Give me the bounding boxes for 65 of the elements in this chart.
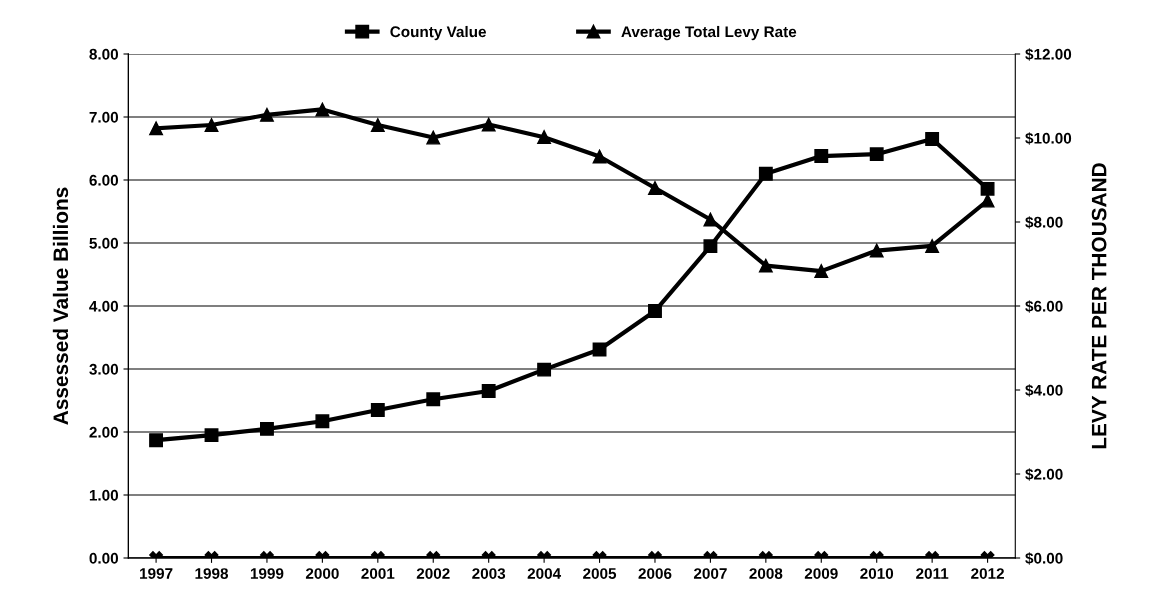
y2-tick-label: $2.00 [1025,468,1063,481]
point [426,130,441,145]
point [204,118,219,132]
point [481,384,496,398]
point [980,193,995,208]
y2-tick-label: $6.00 [1025,300,1063,313]
point [925,238,940,253]
x-tick-label: 2004 [527,568,562,579]
y2-tick-label: $12.00 [1025,48,1072,61]
x-tick-label: 1997 [140,568,173,579]
y2-tick-label: $4.00 [1025,384,1063,397]
y-tick-label: 2.00 [89,426,119,438]
point [869,147,884,162]
point [260,421,274,436]
y-tick-label: 4.00 [89,300,119,312]
point [758,258,773,273]
y-tick-label: 5.00 [89,237,119,249]
point [481,117,496,132]
x-tick-label: 2002 [416,568,450,579]
point [537,130,552,145]
y2-tick-label: $8.00 [1025,216,1063,229]
x-tick-label: 2005 [583,568,617,579]
point [149,121,164,136]
point [260,107,274,122]
x-tick-label: 2010 [860,568,894,579]
y-tick-label: 1.00 [89,489,119,501]
y-tick-label: 8.00 [89,48,119,60]
y-tick-label: 0.00 [89,552,119,564]
y-tick-label: 3.00 [89,363,119,375]
y-tick-label: 6.00 [89,174,119,186]
x-tick-label: 2003 [472,568,506,579]
legend-label: County Value [390,25,486,41]
y2-axis-title: LEVY RATE PER THOUSAND [1091,163,1107,449]
x-tick-label: 2001 [361,568,395,579]
x-tick-label: 1999 [250,568,284,579]
point [703,212,718,227]
point [703,239,718,254]
point [426,392,441,407]
x-tick-label: 2009 [804,568,838,579]
x-tick-label: 2012 [971,568,1004,579]
point [370,118,385,132]
point [648,181,662,195]
x-tick-label: 2008 [749,568,783,579]
y2-tick-label: $10.00 [1025,132,1072,145]
point [592,149,607,164]
y-tick-label: 7.00 [89,111,119,123]
x-tick-label: 2000 [305,568,339,579]
point [814,264,829,279]
point [925,132,940,146]
point [370,403,385,417]
x-tick-label: 1998 [195,568,229,579]
point [315,102,330,117]
point [315,414,330,429]
point [537,362,552,377]
point [980,181,995,196]
y-axis-title: Assessed Value Billions [52,187,69,425]
point [814,149,829,164]
legend-label: Average Total Levy Rate [621,25,797,41]
point [758,166,773,181]
point [648,304,662,318]
x-tick-label: 2007 [693,568,727,579]
y2-tick-label: $0.00 [1025,552,1063,565]
x-tick-label: 2011 [916,568,949,579]
point [869,243,884,258]
x-tick-label: 2006 [638,568,672,579]
